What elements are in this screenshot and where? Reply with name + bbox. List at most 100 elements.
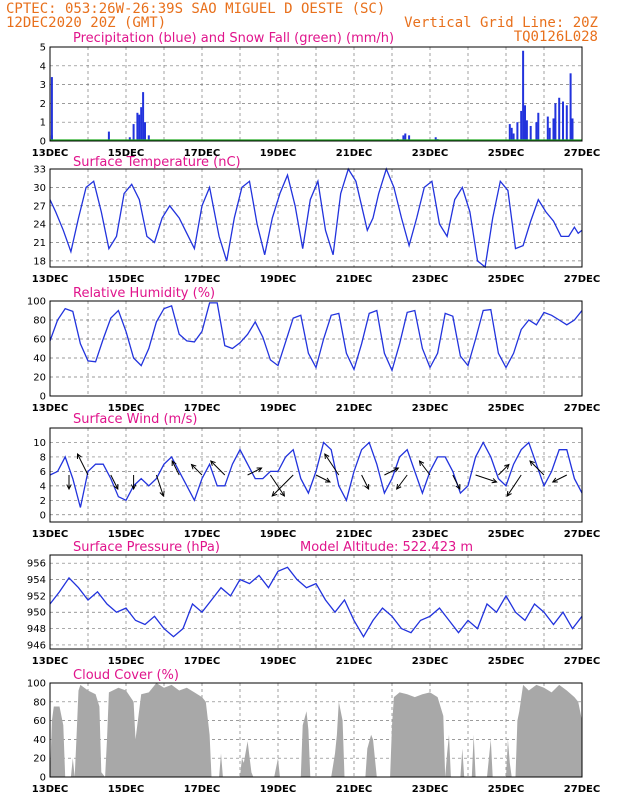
- x-tick-label: 13DEC: [32, 148, 68, 159]
- x-tick-label: 25DEC: [488, 403, 524, 414]
- x-tick-label: 23DEC: [412, 403, 448, 414]
- temperature-line: [49, 167, 583, 269]
- wind-arrow-head: [130, 484, 137, 491]
- y-tick-label: 27: [33, 201, 46, 212]
- wind-arrow: [529, 460, 545, 476]
- x-tick-label: 25DEC: [488, 148, 524, 159]
- panel-frame: [49, 682, 583, 778]
- precip-bar: [508, 124, 511, 141]
- wind-arrow-head: [256, 467, 263, 473]
- wind-arrow-head: [76, 453, 82, 460]
- panel-wind: 0 2 4 6 8 10 13DEC 15DEC 17DEC 19DEC 21DEC 23DEC 25D…: [32, 412, 600, 540]
- x-tick-label: 19DEC: [260, 274, 296, 285]
- x-tick-label: 23DEC: [412, 274, 448, 285]
- wind-arrow-head: [279, 490, 286, 497]
- wind-arrow-head: [418, 460, 425, 467]
- precip-bar: [558, 97, 561, 141]
- wind-arrow-head: [529, 460, 535, 466]
- x-tick-label: 21DEC: [336, 403, 372, 414]
- x-tick-label: 17DEC: [184, 403, 220, 414]
- wind-arrow: [324, 453, 340, 476]
- panel-precip: 0 1 2 3 4 5 13DEC 15DEC 17DEC 19DEC 21DEC 23DEC 25DE…: [32, 31, 600, 159]
- x-tick-label: 15DEC: [108, 274, 144, 285]
- precip-bar: [529, 125, 532, 141]
- x-tick-label: 21DEC: [336, 656, 372, 667]
- x-tick-label: 23DEC: [412, 784, 448, 795]
- x-tick-label: 19DEC: [260, 148, 296, 159]
- x-tick-label: 15DEC: [108, 784, 144, 795]
- x-tick-label: 17DEC: [184, 656, 220, 667]
- wind-arrow: [452, 474, 461, 490]
- precip-bar: [50, 77, 53, 141]
- wind-arrow: [552, 474, 568, 483]
- y-tick-label: 100: [27, 679, 46, 690]
- precip-bar: [535, 122, 538, 141]
- precip-bar: [552, 118, 555, 141]
- header-grid-note: Vertical Grid Line: 20Z: [404, 15, 598, 31]
- precip-bar: [554, 103, 557, 141]
- x-tick-label: 21DEC: [336, 784, 372, 795]
- wind-arrow: [171, 460, 180, 476]
- y-tick-label: 1: [40, 118, 46, 129]
- precip-bar: [132, 124, 135, 141]
- y-tick-label: 954: [27, 575, 46, 586]
- panel-frame: [49, 168, 583, 268]
- y-tick-label: 948: [27, 624, 46, 635]
- precip-bar: [402, 135, 405, 141]
- precip-bar: [522, 50, 525, 142]
- x-tick-label: 15DEC: [108, 148, 144, 159]
- x-tick-label: 15DEC: [108, 656, 144, 667]
- panels: 0 1 2 3 4 5 13DEC 15DEC 17DEC 19DEC 21DEC 23DEC 25DE…: [27, 31, 600, 795]
- x-tick-label: 25DEC: [488, 784, 524, 795]
- y-tick-label: 0: [40, 392, 46, 403]
- y-tick-label: 33: [33, 165, 46, 176]
- precip-bar: [524, 105, 526, 141]
- y-tick-label: 60: [33, 716, 46, 727]
- x-tick-label: 27DEC: [564, 656, 600, 667]
- precip-bar: [520, 110, 523, 141]
- wind-arrow: [247, 467, 262, 476]
- x-tick-label: 27DEC: [564, 148, 600, 159]
- y-tick-label: 100: [27, 297, 46, 308]
- precip-bar: [142, 92, 145, 141]
- wind-arrow: [191, 464, 203, 476]
- y-tick-label: 8: [40, 452, 46, 463]
- y-tick-label: 80: [33, 316, 46, 327]
- wind-arrow-head: [171, 460, 177, 467]
- wind-arrow: [419, 460, 431, 476]
- panel-title: Surface Pressure (hPa): [73, 540, 220, 555]
- x-tick-label: 17DEC: [184, 148, 220, 159]
- precip-bar: [537, 112, 540, 141]
- wind-arrow-head: [66, 484, 72, 491]
- precip-bar: [548, 127, 551, 141]
- x-tick-label: 13DEC: [32, 274, 68, 285]
- x-tick-label: 23DEC: [412, 529, 448, 540]
- wind-arrow: [396, 474, 408, 490]
- panel-frame: [49, 554, 583, 650]
- wind-arrow-head: [271, 491, 278, 497]
- header-location: CPTEC: 053:26W-26:39S SAO MIGUEL D OESTE…: [6, 1, 385, 17]
- wind-arrow-head: [393, 467, 400, 473]
- x-tick-label: 15DEC: [108, 529, 144, 540]
- panel-title: Relative Humidity (%): [73, 286, 215, 301]
- y-tick-label: 2: [40, 99, 46, 110]
- pressure-line: [49, 566, 583, 638]
- wind-arrow-head: [364, 483, 370, 490]
- y-tick-label: 946: [27, 640, 46, 651]
- x-tick-label: 25DEC: [488, 529, 524, 540]
- y-tick-label: 0: [40, 510, 46, 521]
- x-tick-label: 17DEC: [184, 784, 220, 795]
- wind-arrow-head: [506, 490, 512, 497]
- wind-arrow: [384, 467, 399, 476]
- wind-arrow: [315, 474, 331, 483]
- header-model-code: TQ0126L028: [514, 29, 598, 45]
- y-tick-label: 4: [40, 61, 46, 72]
- y-tick-label: 20: [33, 373, 46, 384]
- y-tick-label: 956: [27, 559, 46, 570]
- precip-bar: [136, 112, 139, 141]
- wind-arrow-head: [324, 453, 330, 460]
- x-tick-label: 27DEC: [564, 403, 600, 414]
- wind-arrow: [475, 474, 497, 483]
- y-tick-label: 0: [40, 137, 46, 148]
- y-tick-label: 2: [40, 496, 46, 507]
